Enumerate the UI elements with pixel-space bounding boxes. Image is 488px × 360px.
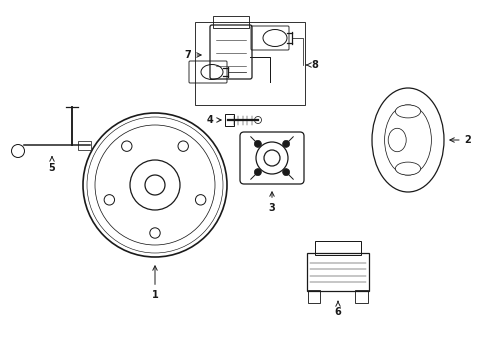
Circle shape (282, 140, 289, 147)
Bar (195, 22, 305, 105)
Circle shape (254, 168, 261, 176)
FancyBboxPatch shape (225, 114, 234, 126)
Text: 5: 5 (48, 157, 55, 173)
Circle shape (282, 168, 289, 176)
Text: 6: 6 (334, 301, 341, 317)
Ellipse shape (395, 162, 420, 175)
Text: 7: 7 (184, 50, 201, 60)
Ellipse shape (387, 128, 406, 152)
Ellipse shape (395, 105, 420, 118)
FancyBboxPatch shape (77, 140, 90, 149)
Text: 1: 1 (151, 266, 158, 300)
Text: 4: 4 (206, 115, 221, 125)
Circle shape (254, 140, 261, 147)
Text: 3: 3 (268, 192, 275, 213)
Text: 8: 8 (305, 60, 318, 70)
Text: 2: 2 (449, 135, 470, 145)
